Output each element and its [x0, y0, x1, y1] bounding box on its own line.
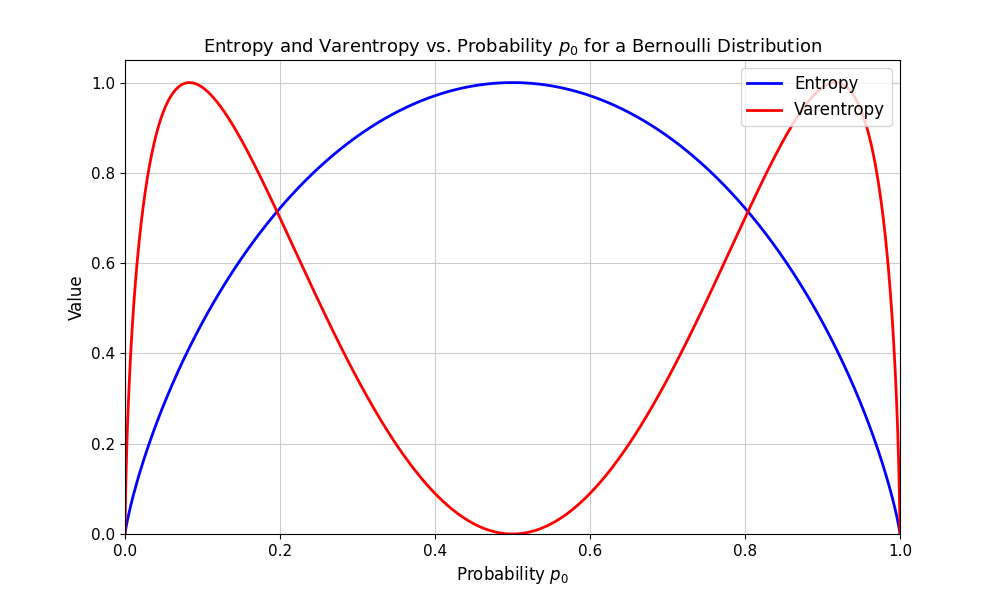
Entropy — [165, 383, 177, 390]
Varentropy — [119, 530, 131, 538]
Entropy — [894, 530, 906, 538]
Entropy — [151, 418, 163, 425]
Varentropy — [506, 530, 518, 538]
Entropy — [122, 512, 134, 519]
Entropy — [506, 79, 518, 86]
X-axis label: Probability $p_0$: Probability $p_0$ — [456, 564, 569, 586]
Varentropy — [151, 128, 163, 135]
Entropy — [271, 208, 283, 215]
Varentropy — [122, 396, 134, 403]
Varentropy — [853, 102, 865, 109]
Entropy — [119, 530, 131, 538]
Y-axis label: Value: Value — [67, 274, 85, 320]
Title: Entropy and Varentropy vs. Probability $p_0$ for a Bernoulli Distribution: Entropy and Varentropy vs. Probability $… — [203, 35, 822, 58]
Entropy — [498, 79, 510, 86]
Line: Entropy: Entropy — [125, 83, 900, 534]
Varentropy — [271, 208, 283, 215]
Varentropy — [183, 79, 195, 86]
Line: Varentropy: Varentropy — [125, 83, 900, 534]
Entropy — [853, 395, 865, 403]
Varentropy — [165, 92, 177, 99]
Legend: Entropy, Varentropy: Entropy, Varentropy — [741, 68, 892, 126]
Varentropy — [894, 530, 906, 538]
Varentropy — [498, 530, 510, 537]
